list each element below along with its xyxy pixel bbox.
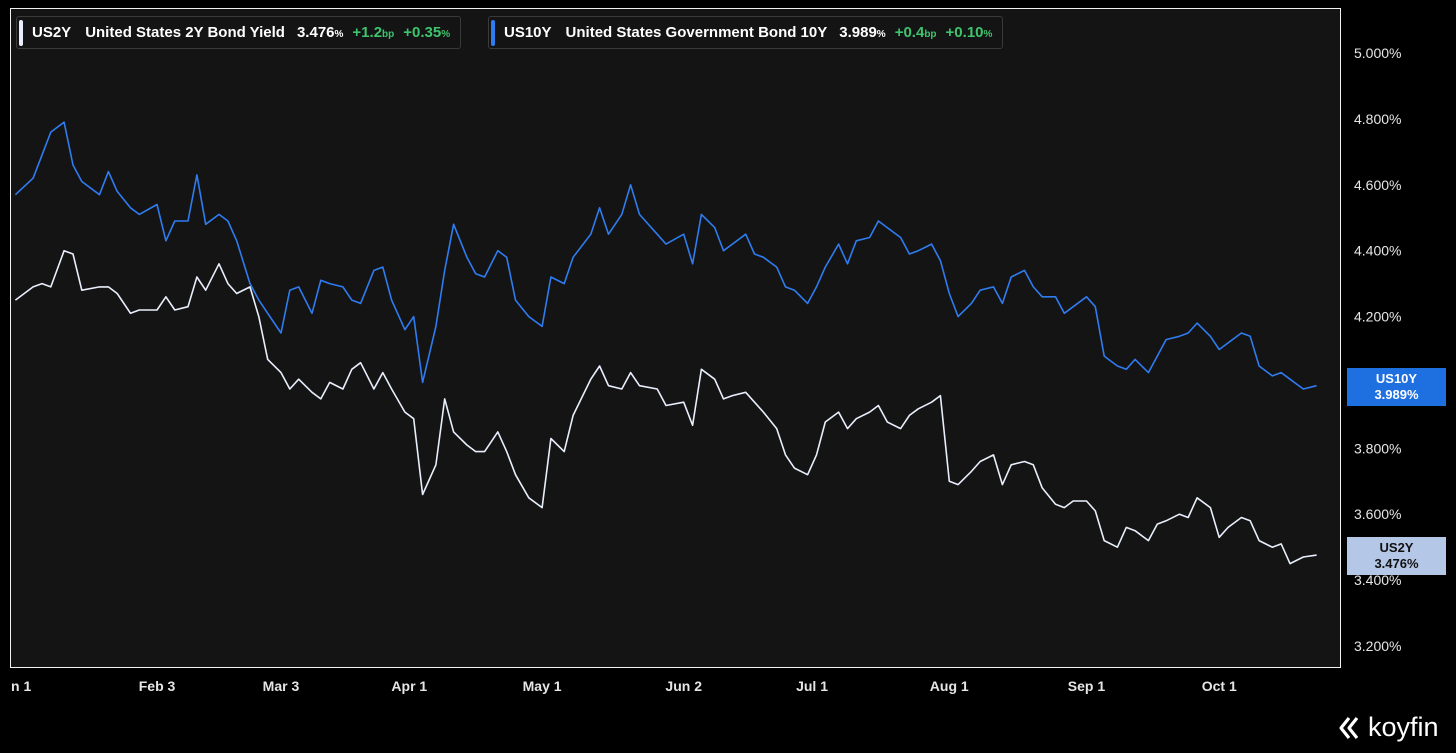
legend-us10y-name: United States Government Bond 10Y bbox=[565, 24, 828, 41]
koyfin-logo-text: koyfin bbox=[1368, 712, 1439, 742]
y-tick-label: 4.400% bbox=[1354, 243, 1401, 259]
x-tick-label: Mar 3 bbox=[263, 678, 300, 694]
legend-us2y-change-bp-unit: bp bbox=[382, 29, 395, 40]
legend-us2y-change-pct-unit: % bbox=[441, 29, 451, 40]
y-tick-label: 4.800% bbox=[1354, 111, 1401, 127]
y-axis: 5.000% 4.800% 4.600% 4.400% 4.200% 3.800% 3.60… bbox=[1354, 45, 1401, 654]
x-axis: n 1 Feb 3 Mar 3 Apr 1 May 1 Jun 2 Jul 1 Aug 1 Se… bbox=[11, 678, 1237, 694]
x-tick-label: Oct 1 bbox=[1202, 678, 1237, 694]
legend-us10y-value: 3.989% bbox=[839, 24, 885, 41]
series-lines bbox=[14, 121, 1317, 565]
y-tick-label: 4.200% bbox=[1354, 309, 1401, 325]
us10y-tag-symbol: US10Y bbox=[1375, 371, 1418, 386]
legend-us2y-change-bp: +1.2bp bbox=[352, 24, 394, 41]
koyfin-logo[interactable]: koyfin bbox=[1338, 712, 1439, 743]
us2y-tag-value: 3.476% bbox=[1374, 556, 1419, 571]
x-tick-label: Feb 3 bbox=[139, 678, 176, 694]
legend-us2y-value-unit: % bbox=[334, 29, 344, 40]
x-tick-label: Apr 1 bbox=[391, 678, 427, 694]
y-tick-label: 4.600% bbox=[1354, 177, 1401, 193]
legend-us2y-change-bp-number: +1.2 bbox=[352, 24, 383, 41]
legend-us2y-symbol: US2Y bbox=[32, 24, 72, 41]
x-tick-label: Jun 2 bbox=[665, 678, 702, 694]
legend-us2y-name: United States 2Y Bond Yield bbox=[85, 24, 285, 41]
y-tick-label: 3.400% bbox=[1354, 572, 1401, 588]
legend-us2y-change-pct-number: +0.35 bbox=[403, 24, 442, 41]
us2y-price-tag: US2Y 3.476% bbox=[1347, 537, 1446, 575]
legend-us10y-value-unit: % bbox=[876, 29, 886, 40]
y-tick-label: 3.800% bbox=[1354, 440, 1401, 456]
legend-us2y-change-pct: +0.35% bbox=[403, 24, 450, 41]
legend-us10y-change-bp: +0.4bp bbox=[895, 24, 937, 41]
legend-us10y-symbol: US10Y bbox=[504, 24, 552, 41]
x-tick-label: Aug 1 bbox=[930, 678, 969, 694]
us2y-color-swatch bbox=[19, 19, 23, 46]
y-tick-label: 5.000% bbox=[1354, 45, 1401, 61]
legend-us2y-value-number: 3.476 bbox=[296, 24, 335, 41]
koyfin-logo-icon bbox=[1339, 716, 1359, 739]
legend-us10y-change-pct-unit: % bbox=[983, 29, 993, 40]
legend-us2y-value: 3.476% bbox=[297, 24, 343, 41]
us2y-tag-symbol: US2Y bbox=[1379, 540, 1414, 555]
us10y-color-swatch bbox=[491, 19, 495, 46]
x-tick-label: Jul 1 bbox=[796, 678, 828, 694]
series-line-us2y[interactable] bbox=[14, 249, 1317, 565]
us10y-tag-value: 3.989% bbox=[1374, 387, 1419, 402]
legend-us10y-value-number: 3.989 bbox=[839, 24, 877, 41]
legend-us2y[interactable]: US2Y United States 2Y Bond Yield 3.476% … bbox=[16, 16, 462, 49]
plot-area[interactable] bbox=[10, 8, 1341, 668]
legend-us10y-change-pct-number: +0.10 bbox=[945, 24, 984, 41]
series-line-us10y[interactable] bbox=[14, 121, 1317, 390]
x-tick-label: n 1 bbox=[11, 678, 31, 694]
y-tick-label: 3.600% bbox=[1354, 506, 1401, 522]
y-tick-label: 3.200% bbox=[1354, 638, 1401, 654]
us10y-price-tag: US10Y 3.989% bbox=[1347, 368, 1446, 406]
legend-us10y-change-bp-number: +0.4 bbox=[894, 24, 925, 41]
legend-us10y-change-pct: +0.10% bbox=[946, 24, 993, 41]
legend-us10y-change-bp-unit: bp bbox=[924, 29, 937, 40]
x-tick-label: Sep 1 bbox=[1068, 678, 1106, 694]
x-tick-label: May 1 bbox=[523, 678, 562, 694]
legend-us10y[interactable]: US10Y United States Government Bond 10Y … bbox=[488, 16, 1004, 49]
